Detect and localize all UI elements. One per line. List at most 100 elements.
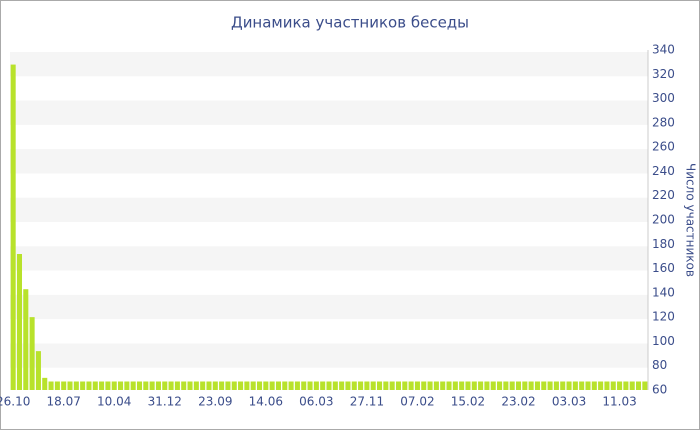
grid-band [10, 52, 648, 77]
bar [320, 381, 326, 390]
y-tick-label: 280 [652, 115, 675, 129]
bar [528, 381, 534, 390]
y-tick-label: 260 [652, 140, 675, 154]
bar [484, 381, 490, 390]
bar [212, 381, 218, 390]
bar [414, 381, 420, 390]
bar [168, 381, 174, 390]
bar [99, 381, 105, 390]
bar [617, 381, 623, 390]
bar [263, 381, 269, 390]
bar [579, 381, 585, 390]
bar [339, 381, 345, 390]
bar [421, 381, 427, 390]
bar [503, 381, 509, 390]
grid-band [10, 149, 648, 174]
bar [497, 381, 503, 390]
bar [231, 381, 237, 390]
bar [522, 381, 528, 390]
x-tick-label: 26.10 [0, 395, 30, 409]
bar [427, 381, 433, 390]
bar [585, 381, 591, 390]
bar [307, 381, 313, 390]
x-tick-label: 31.12 [148, 395, 182, 409]
bar [42, 377, 48, 390]
y-tick-label: 340 [652, 43, 675, 57]
y-tick-label: 100 [652, 334, 675, 348]
y-tick-label: 80 [652, 358, 667, 372]
bar [383, 381, 389, 390]
chart-title: Динамика участников беседы [231, 14, 469, 32]
bar [389, 381, 395, 390]
x-tick-label: 23.09 [198, 395, 232, 409]
bar [238, 381, 244, 390]
bar [288, 381, 294, 390]
y-tick-label: 120 [652, 310, 675, 324]
bar [118, 381, 124, 390]
bar [591, 381, 597, 390]
bar [560, 381, 566, 390]
x-tick-label: 27.11 [350, 395, 384, 409]
x-tick-label: 11.03 [602, 395, 636, 409]
bar [490, 381, 496, 390]
bar [35, 351, 41, 390]
bar [61, 381, 67, 390]
grid-band [10, 197, 648, 222]
y-tick-label: 180 [652, 237, 675, 251]
x-tick-label: 18.07 [47, 395, 81, 409]
y-tick-label: 140 [652, 285, 675, 299]
x-tick-label: 10.04 [97, 395, 131, 409]
bar [534, 381, 540, 390]
bar [10, 64, 16, 391]
bar [471, 381, 477, 390]
bar [452, 381, 458, 390]
bar [149, 381, 155, 390]
bar [250, 381, 256, 390]
bar [553, 381, 559, 390]
bar [446, 381, 452, 390]
bar [351, 381, 357, 390]
bar [187, 381, 193, 390]
bar [124, 381, 130, 390]
bar [219, 381, 225, 390]
bar [105, 381, 111, 390]
bar [244, 381, 250, 390]
bar [515, 381, 522, 390]
bar [326, 381, 332, 390]
bar [155, 381, 161, 390]
bar [440, 381, 446, 390]
y-tick-label: 220 [652, 188, 675, 202]
bar [174, 381, 180, 390]
bar [193, 381, 199, 390]
bar [478, 381, 484, 390]
bar [130, 381, 136, 390]
bar [629, 381, 635, 390]
grid-band [10, 294, 648, 320]
bar [86, 381, 92, 390]
bar [73, 381, 79, 390]
bar [377, 381, 383, 390]
bar [635, 381, 642, 390]
bar [642, 381, 648, 390]
bar [23, 289, 29, 390]
bar [572, 381, 578, 390]
bar [459, 381, 465, 390]
bar [181, 381, 187, 390]
grid-band [10, 343, 648, 368]
bar [206, 381, 212, 390]
bar [294, 381, 300, 390]
bar [465, 381, 471, 390]
bar [345, 381, 351, 390]
bar [200, 381, 206, 390]
bar [364, 381, 370, 390]
bar [358, 381, 364, 390]
y-tick-label: 160 [652, 261, 675, 275]
bar [598, 381, 604, 390]
bar [92, 381, 98, 390]
y-tick-label: 60 [652, 383, 667, 397]
y-tick-label: 240 [652, 164, 675, 178]
bar [566, 381, 572, 390]
bar [313, 381, 319, 390]
bar [143, 381, 149, 390]
